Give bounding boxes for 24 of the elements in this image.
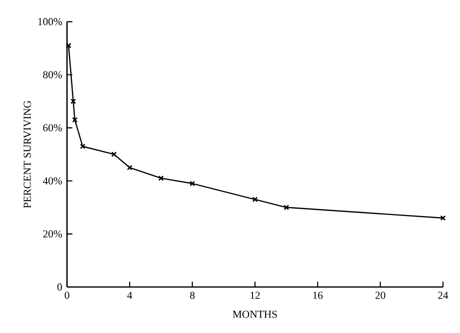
- x-tick-label: 4: [127, 292, 132, 299]
- point: [190, 180, 196, 186]
- x-tick-label: 8: [190, 292, 195, 299]
- y-axis-title: PERCENT SURVIVING: [24, 100, 31, 208]
- point: [80, 144, 86, 150]
- y-tick-label: 80%: [43, 71, 62, 78]
- y-tick-label: 40%: [42, 177, 62, 184]
- x-tick-label: 12: [250, 292, 260, 299]
- x-tick-label: 20: [375, 292, 386, 299]
- point: [72, 117, 78, 123]
- point: [284, 204, 290, 210]
- x-tick-label: 0: [64, 292, 70, 299]
- y-tick-label: 100%: [38, 18, 62, 26]
- point: [158, 175, 164, 181]
- point: [126, 164, 132, 170]
- x-tick-label: 16: [313, 292, 323, 299]
- point: [252, 196, 258, 202]
- y-tick-label: 20%: [43, 230, 62, 238]
- y-tick-label: 0: [57, 283, 62, 291]
- x-axis-title: MONTHS: [232, 310, 277, 318]
- point: [111, 152, 117, 158]
- y-tick-label: 60%: [43, 124, 62, 132]
- point: [70, 98, 76, 104]
- x-tick-label: 24: [438, 292, 448, 299]
